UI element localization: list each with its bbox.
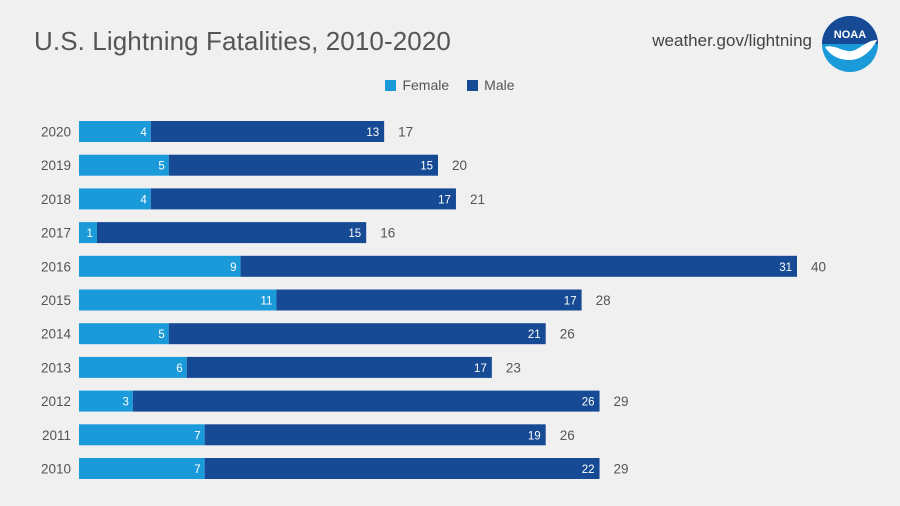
total-label: 29 bbox=[614, 394, 629, 409]
bar-female bbox=[79, 424, 205, 446]
legend-label-male: Male bbox=[484, 77, 515, 93]
category-label: 2010 bbox=[41, 462, 71, 477]
data-label-female: 9 bbox=[230, 262, 236, 274]
data-label-male: 17 bbox=[474, 363, 487, 375]
bar-female bbox=[79, 121, 151, 142]
bar-female bbox=[79, 323, 169, 345]
data-label-male: 21 bbox=[528, 329, 541, 341]
category-label: 2014 bbox=[41, 327, 72, 342]
bar-female bbox=[79, 188, 151, 210]
legend-swatch-male bbox=[467, 79, 479, 91]
bar-male bbox=[168, 323, 546, 345]
data-label-female: 7 bbox=[194, 464, 200, 476]
data-label-female: 1 bbox=[87, 228, 93, 240]
legend-item-male: Male bbox=[467, 77, 515, 93]
chart-title: U.S. Lightning Fatalities, 2010-2020 bbox=[34, 26, 451, 56]
source-url-link[interactable]: weather.gov/lightning bbox=[652, 31, 812, 50]
category-label: 2016 bbox=[41, 259, 71, 274]
bar-male bbox=[96, 222, 367, 244]
legend-label-female: Female bbox=[402, 77, 450, 93]
bar-female bbox=[79, 458, 205, 479]
bar-female bbox=[79, 255, 241, 277]
legend-swatch-female bbox=[385, 79, 397, 91]
total-label: 29 bbox=[614, 462, 629, 477]
data-label-female: 5 bbox=[158, 329, 164, 341]
bar-female bbox=[79, 356, 187, 378]
category-label: 2019 bbox=[41, 158, 71, 173]
bar-male bbox=[168, 154, 438, 176]
total-label: 40 bbox=[811, 259, 826, 274]
bar-male bbox=[150, 188, 456, 210]
data-label-male: 22 bbox=[582, 464, 595, 476]
category-label: 2012 bbox=[41, 394, 71, 409]
bar-female bbox=[79, 390, 133, 412]
bar-male bbox=[240, 255, 798, 277]
bar-male bbox=[204, 458, 600, 479]
data-label-female: 5 bbox=[158, 161, 164, 173]
data-label-female: 7 bbox=[194, 430, 200, 442]
data-label-male: 17 bbox=[438, 194, 451, 206]
logo-text: NOAA bbox=[834, 29, 866, 41]
bar-male bbox=[204, 424, 546, 446]
category-label: 2020 bbox=[41, 125, 71, 140]
data-label-female: 6 bbox=[176, 363, 182, 375]
noaa-logo[interactable]: NOAA bbox=[822, 16, 878, 72]
bar-male bbox=[132, 390, 600, 412]
data-label-male: 26 bbox=[582, 397, 595, 409]
total-label: 17 bbox=[398, 125, 413, 140]
total-label: 26 bbox=[560, 428, 575, 443]
legend: Female Male bbox=[0, 77, 900, 93]
data-label-female: 3 bbox=[122, 397, 128, 409]
data-label-male: 17 bbox=[564, 296, 577, 308]
bar-female bbox=[79, 289, 277, 311]
data-label-male: 15 bbox=[420, 161, 433, 173]
category-label: 2017 bbox=[41, 226, 71, 241]
data-label-male: 19 bbox=[528, 430, 541, 442]
total-label: 20 bbox=[452, 158, 467, 173]
data-label-male: 15 bbox=[348, 228, 361, 240]
total-label: 26 bbox=[560, 327, 575, 342]
bar-male bbox=[276, 289, 582, 311]
bar-female bbox=[79, 154, 169, 176]
category-label: 2018 bbox=[41, 192, 71, 207]
data-label-female: 4 bbox=[140, 194, 147, 206]
data-label-female: 11 bbox=[260, 296, 272, 308]
bar-male bbox=[186, 356, 492, 378]
total-label: 16 bbox=[380, 226, 395, 241]
bar-male bbox=[150, 121, 385, 142]
category-label: 2015 bbox=[41, 293, 71, 308]
data-label-female: 4 bbox=[140, 127, 147, 139]
total-label: 23 bbox=[506, 360, 521, 375]
data-label-male: 31 bbox=[779, 262, 792, 274]
category-label: 2013 bbox=[41, 360, 71, 375]
total-label: 21 bbox=[470, 192, 485, 207]
category-label: 2011 bbox=[42, 428, 71, 443]
total-label: 28 bbox=[596, 293, 611, 308]
legend-item-female: Female bbox=[385, 77, 449, 93]
bar-female bbox=[79, 222, 97, 244]
data-label-male: 13 bbox=[366, 127, 379, 139]
